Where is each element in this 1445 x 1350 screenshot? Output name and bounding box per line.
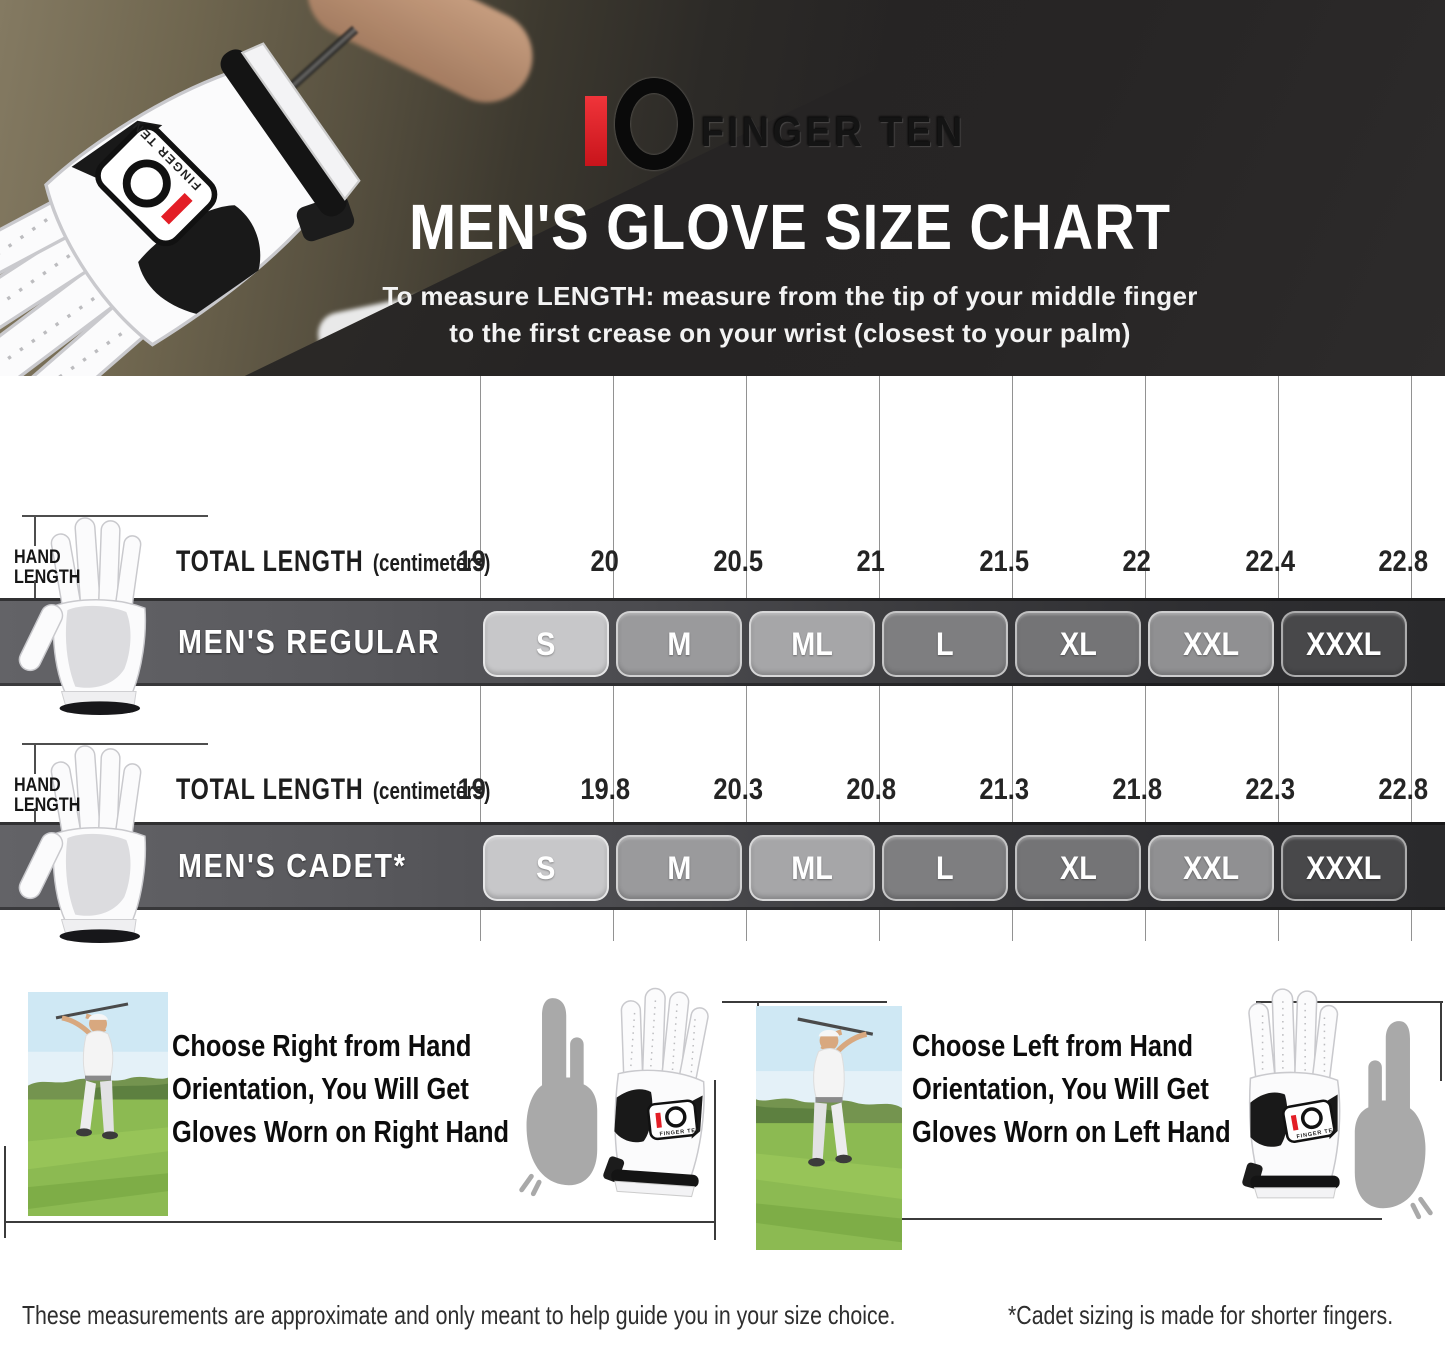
brand-logo-text: FINGER TEN — [700, 108, 966, 155]
size-box-s: S — [483, 835, 609, 901]
tick-label: 22 — [1122, 545, 1152, 578]
tick-label: 22.3 — [1245, 773, 1295, 806]
tick-label: 21.8 — [1112, 773, 1162, 806]
cadet-size-band: MEN'S CADET* S M ML L XL XXL XXXL — [0, 822, 1445, 910]
measurements-footnote: These measurements are approximate and o… — [22, 1300, 896, 1330]
section-corner-mark — [1440, 1001, 1442, 1081]
tick-label: 19.8 — [580, 773, 630, 806]
hand-length-top-tick — [22, 743, 208, 745]
tick-label: 22.8 — [1378, 773, 1428, 806]
tick-label: 19 — [457, 773, 487, 806]
section-corner-mark — [722, 1001, 887, 1003]
size-box-m: M — [616, 835, 742, 901]
regular-band-label: MEN'S REGULAR — [178, 623, 441, 660]
measure-instructions-line2: to the first crease on your wrist (close… — [449, 318, 1131, 348]
size-box-ml: ML — [749, 611, 875, 677]
size-box-s: S — [483, 611, 609, 677]
size-box-label: XL — [1059, 625, 1097, 662]
size-box-label: L — [936, 625, 954, 662]
size-box-xxxl: XXXL — [1281, 611, 1407, 677]
golfer-photo-left-orientation — [756, 1006, 902, 1250]
size-box-l: L — [882, 835, 1008, 901]
measure-instructions: To measure LENGTH: measure from the tip … — [350, 278, 1230, 352]
size-box-xxl: XXL — [1148, 835, 1274, 901]
size-box-label: XXL — [1182, 625, 1239, 662]
regular-size-band: MEN'S REGULAR S M ML L XL XXL XXXL — [0, 598, 1445, 686]
hand-length-label: HAND LENGTH — [14, 547, 81, 588]
brand-logo-ring-icon — [614, 78, 693, 170]
section-corner-mark — [714, 1080, 716, 1240]
size-box-xl: XL — [1015, 611, 1141, 677]
hand-silhouette — [512, 990, 604, 1198]
size-box-l: L — [882, 611, 1008, 677]
right-orientation-text: Choose Right from Hand Orientation, You … — [172, 1028, 510, 1149]
tick-label: 22.4 — [1245, 545, 1295, 578]
left-orientation-text: Choose Left from Hand Orientation, You W… — [912, 1028, 1231, 1149]
left-hand-glove-illustration — [1239, 986, 1342, 1200]
page-title: MEN'S GLOVE SIZE CHART — [409, 191, 1171, 263]
tick-label: 19 — [457, 545, 487, 578]
tick-label: 22.8 — [1378, 545, 1428, 578]
size-box-xl: XL — [1015, 835, 1141, 901]
hand-silhouette — [1348, 1008, 1440, 1226]
tick-label: 20.3 — [713, 773, 763, 806]
size-box-xxxl: XXXL — [1281, 835, 1407, 901]
size-box-xxl: XXL — [1148, 611, 1274, 677]
hand-length-label: HAND LENGTH — [14, 775, 81, 816]
size-box-label: S — [536, 625, 556, 662]
hand-length-top-tick — [22, 515, 208, 517]
brand-logo-red-bar-icon — [584, 96, 607, 166]
hand-length-glove-illustration — [15, 744, 147, 944]
size-box-label: XXXL — [1306, 625, 1382, 662]
size-box-m: M — [616, 611, 742, 677]
section-corner-mark — [1256, 1001, 1443, 1003]
size-box-label: M — [667, 625, 691, 662]
measure-instructions-line1: To measure LENGTH: measure from the tip … — [382, 281, 1198, 311]
size-box-label: XXL — [1182, 849, 1239, 886]
total-length-label: TOTAL LENGTH (centimeters) — [176, 545, 491, 578]
golfer-photo-right-orientation — [28, 992, 168, 1216]
cadet-footnote: *Cadet sizing is made for shorter finger… — [1008, 1300, 1394, 1330]
size-box-label: XXXL — [1306, 849, 1382, 886]
tick-label: 21 — [856, 545, 886, 578]
section-divider-line — [4, 1221, 716, 1223]
size-box-label: L — [936, 849, 954, 886]
size-box-label: S — [536, 849, 556, 886]
hand-length-bracket — [34, 743, 36, 774]
section-divider-line — [770, 1218, 1382, 1220]
hand-length-bracket — [34, 515, 36, 546]
tick-label: 21.3 — [979, 773, 1029, 806]
size-box-label: M — [667, 849, 691, 886]
cadet-band-label: MEN'S CADET* — [178, 847, 407, 884]
total-length-label: TOTAL LENGTH (centimeters) — [176, 773, 491, 806]
right-hand-glove-illustration — [599, 983, 714, 1199]
size-box-label: ML — [791, 625, 833, 662]
tick-label: 20.8 — [846, 773, 896, 806]
size-box-label: ML — [791, 849, 833, 886]
banner: FINGER TEN MEN'S GLOVE SIZE CHART To mea… — [0, 0, 1445, 376]
tick-label: 20 — [590, 545, 620, 578]
tick-label: 20.5 — [713, 545, 763, 578]
section-corner-mark — [4, 1146, 6, 1238]
brand-logo: FINGER TEN — [350, 78, 1230, 170]
tick-label: 21.5 — [979, 545, 1029, 578]
size-box-ml: ML — [749, 835, 875, 901]
size-box-label: XL — [1059, 849, 1097, 886]
hand-length-glove-illustration — [15, 516, 147, 716]
